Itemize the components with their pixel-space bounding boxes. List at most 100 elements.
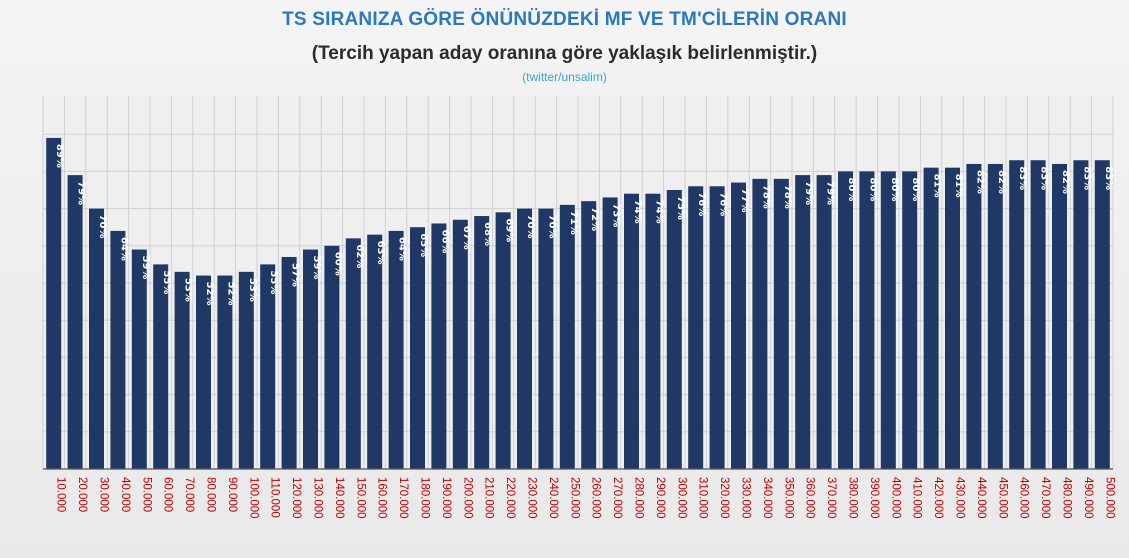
bar-data-label: 79% (803, 181, 814, 205)
x-tick-label: 350.000 (782, 477, 794, 519)
x-tick-label: 300.000 (675, 477, 687, 519)
bar (324, 245, 340, 469)
x-tick-label: 50.000 (140, 477, 152, 512)
bar (945, 167, 960, 469)
bar (624, 193, 639, 469)
x-tick-label: 160.000 (376, 477, 388, 519)
x-tick-label: 480.000 (1061, 477, 1073, 519)
bar (816, 175, 832, 469)
bar (388, 230, 404, 469)
bar (1030, 160, 1046, 470)
bar (602, 197, 618, 469)
bar (303, 249, 318, 469)
bar (517, 208, 532, 469)
x-tick-label: 340.000 (761, 477, 773, 519)
bar-data-label: 53% (183, 278, 194, 302)
bar (131, 249, 147, 469)
bar (559, 204, 575, 469)
x-tick-label: 40.000 (119, 477, 131, 512)
x-tick-label: 90.000 (226, 477, 238, 512)
x-tick-label: 440.000 (975, 477, 987, 519)
x-tick-label: 390.000 (868, 477, 880, 519)
x-tick-label: 110.000 (269, 477, 281, 518)
bar-data-label: 52% (204, 282, 215, 306)
bar-data-label: 64% (118, 237, 129, 261)
bar (474, 216, 490, 469)
bar (217, 275, 233, 469)
chart-credit: (twitter/unsalim) (522, 70, 607, 84)
bar-data-label: 82% (1060, 170, 1071, 194)
bar (902, 171, 918, 469)
bar (880, 171, 896, 469)
x-tick-label: 330.000 (740, 477, 752, 519)
bar (645, 193, 661, 469)
x-tick-label: 460.000 (1018, 477, 1030, 519)
bar-data-label: 66% (439, 229, 450, 253)
chart-subtitle: (Tercih yapan aday oranına göre yaklaşık… (311, 43, 818, 64)
x-tick-label: 290.000 (654, 477, 666, 519)
bar-data-label: 83% (1103, 166, 1114, 190)
bar (345, 238, 361, 469)
bar-data-label: 74% (632, 200, 643, 224)
bar-data-label: 70% (546, 215, 557, 239)
bar-data-label: 65% (418, 233, 429, 257)
x-tick-label: 100.000 (247, 477, 259, 519)
bar-data-label: 76% (696, 192, 707, 216)
bar-data-label: 83% (1039, 166, 1050, 190)
bar (410, 227, 425, 469)
bar (752, 178, 768, 469)
x-tick-label: 320.000 (718, 477, 730, 519)
bar (1094, 160, 1110, 470)
bar (859, 171, 875, 469)
bar (838, 171, 853, 469)
bar-data-label: 64% (397, 237, 408, 261)
bar-data-label: 69% (504, 218, 515, 242)
bar (153, 264, 169, 469)
bar-data-label: 81% (953, 174, 964, 198)
bar-data-label: 81% (932, 174, 943, 198)
bar-data-label: 76% (718, 192, 729, 216)
bar-data-label: 52% (225, 282, 236, 306)
x-tick-label: 360.000 (804, 477, 816, 519)
x-tick-label: 140.000 (333, 477, 345, 519)
bar-data-label: 60% (332, 252, 343, 276)
x-tick-label: 240.000 (547, 477, 559, 519)
bar-data-label: 83% (1017, 166, 1028, 190)
bar-data-label: 82% (974, 170, 985, 194)
x-tick-label: 150.000 (354, 477, 366, 519)
bar-data-label: 71% (568, 211, 579, 235)
bar-data-label: 80% (910, 177, 921, 201)
bar-data-label: 89% (54, 144, 65, 168)
bar-data-label: 63% (375, 241, 386, 265)
bar (46, 137, 62, 470)
x-tick-label: 180.000 (419, 477, 431, 519)
bar (1009, 160, 1025, 470)
bar (238, 271, 254, 469)
x-tick-label: 80.000 (205, 477, 217, 512)
x-tick-label: 380.000 (847, 477, 859, 519)
bar-data-label: 62% (354, 244, 365, 268)
bar (452, 219, 468, 469)
bar-data-label: 59% (311, 256, 322, 280)
x-tick-label: 120.000 (290, 477, 302, 519)
x-tick-label: 60.000 (162, 477, 174, 512)
bar (966, 163, 982, 469)
bar-data-label: 77% (739, 189, 750, 213)
x-tick-label: 490.000 (1082, 477, 1094, 519)
x-tick-label: 470.000 (1039, 477, 1051, 519)
bar (581, 201, 597, 469)
x-tick-label: 370.000 (825, 477, 837, 519)
x-tick-label: 130.000 (312, 477, 324, 519)
bar-data-label: 68% (482, 222, 493, 246)
x-tick-label: 260.000 (590, 477, 602, 519)
bar-data-label: 57% (290, 263, 301, 287)
bar (1073, 160, 1089, 470)
chart-title: TS SIRANIZA GÖRE ÖNÜNÜZDEKİ MF VE TM'CİL… (282, 9, 847, 30)
x-tick-label: 250.000 (568, 477, 580, 519)
bar (987, 163, 1003, 469)
bar (1052, 163, 1067, 469)
bar (67, 175, 83, 469)
x-tick-label: 500.000 (1103, 477, 1115, 519)
bar-data-label: 79% (76, 181, 87, 205)
